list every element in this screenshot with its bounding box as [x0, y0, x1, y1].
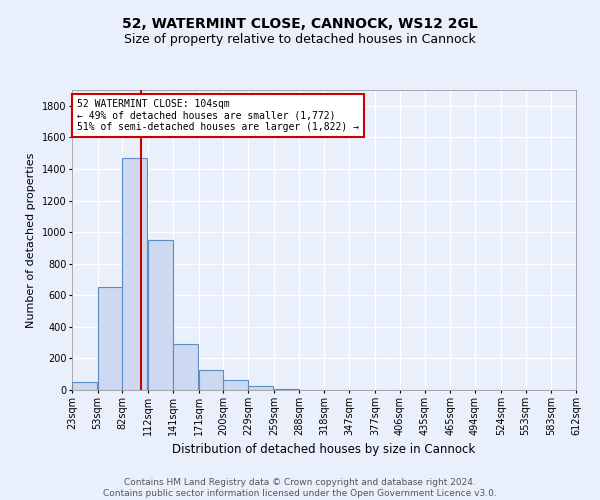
Bar	[98, 288, 122, 390]
Text: Contains HM Land Registry data © Crown copyright and database right 2024.
Contai: Contains HM Land Registry data © Crown c…	[103, 478, 497, 498]
Bar	[148, 240, 173, 390]
Bar	[274, 389, 299, 390]
Y-axis label: Number of detached properties: Number of detached properties	[26, 152, 36, 328]
Bar	[173, 344, 198, 390]
Bar	[223, 380, 248, 390]
Text: Size of property relative to detached houses in Cannock: Size of property relative to detached ho…	[124, 32, 476, 46]
Text: 52 WATERMINT CLOSE: 104sqm
← 49% of detached houses are smaller (1,772)
51% of s: 52 WATERMINT CLOSE: 104sqm ← 49% of deta…	[77, 99, 359, 132]
Bar	[72, 382, 97, 390]
Bar	[199, 370, 223, 390]
Text: 52, WATERMINT CLOSE, CANNOCK, WS12 2GL: 52, WATERMINT CLOSE, CANNOCK, WS12 2GL	[122, 18, 478, 32]
Bar	[248, 386, 273, 390]
Bar	[122, 158, 148, 390]
X-axis label: Distribution of detached houses by size in Cannock: Distribution of detached houses by size …	[172, 444, 476, 456]
